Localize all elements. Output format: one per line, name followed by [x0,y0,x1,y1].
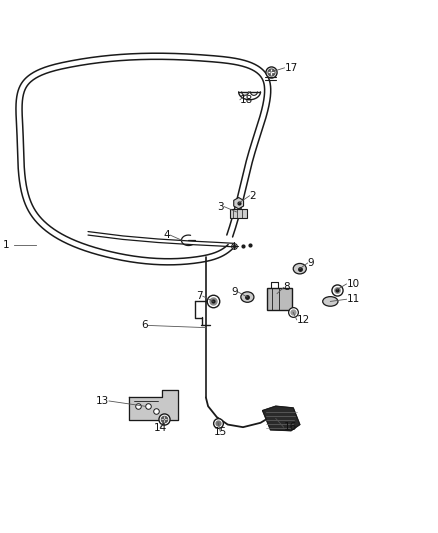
Text: 15: 15 [214,426,227,437]
Text: 16: 16 [284,422,297,432]
Text: 9: 9 [307,258,314,268]
Ellipse shape [293,263,306,274]
FancyBboxPatch shape [267,288,292,310]
Text: 18: 18 [240,95,253,104]
Text: 17: 17 [285,63,298,73]
Text: 9: 9 [231,287,238,297]
Text: 4: 4 [163,230,170,240]
Text: 7: 7 [196,291,203,301]
Text: 6: 6 [141,320,148,330]
Ellipse shape [323,297,338,306]
Text: 11: 11 [346,294,360,304]
Text: 13: 13 [96,396,109,406]
Text: 10: 10 [346,279,360,289]
Ellipse shape [241,292,254,302]
Text: 8: 8 [284,282,290,293]
Polygon shape [130,390,177,420]
FancyBboxPatch shape [230,209,247,217]
Text: 3: 3 [218,201,224,212]
Text: 1: 1 [3,240,10,249]
Text: 12: 12 [297,315,310,325]
Text: 2: 2 [250,191,256,201]
Text: 14: 14 [153,423,167,433]
Polygon shape [263,406,300,431]
